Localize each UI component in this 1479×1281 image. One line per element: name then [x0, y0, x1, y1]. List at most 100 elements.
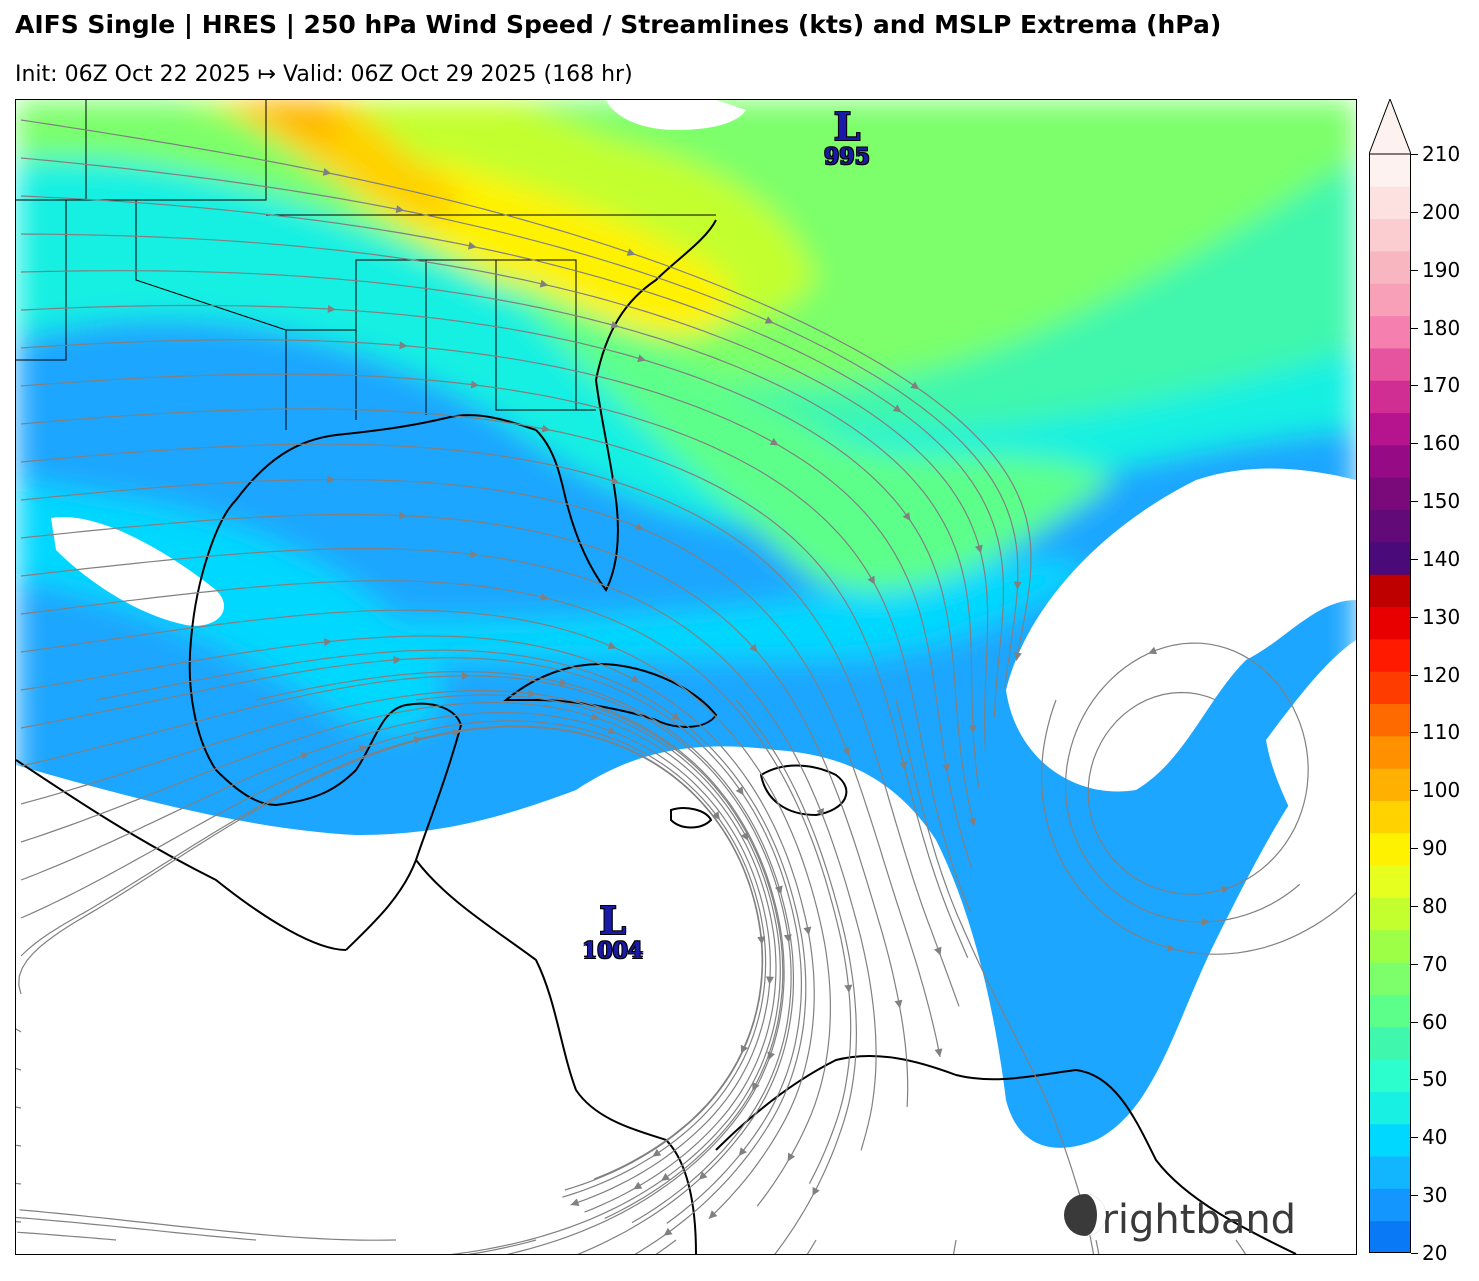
streamline-arrow	[398, 511, 407, 520]
streamline-arrow	[610, 476, 620, 485]
streamline-arrow	[910, 381, 920, 390]
map-canvas	[16, 100, 1356, 1254]
streamline	[16, 1144, 22, 1147]
colorbar-tick-label: 210	[1422, 142, 1461, 166]
streamline-arrow	[322, 168, 332, 176]
colorbar-tick	[1411, 790, 1418, 792]
streamline-arrow	[803, 926, 812, 936]
streamline-arrow	[942, 763, 950, 773]
streamline-arrow	[527, 689, 537, 698]
colorbar-tick	[1411, 269, 1418, 271]
low-pressure-value: 1004	[582, 938, 644, 964]
colorbar-tick	[1411, 385, 1418, 387]
colorbar-tick	[1411, 154, 1418, 155]
colorbar-segment	[1369, 1156, 1411, 1189]
low-letter: L	[833, 104, 861, 149]
colorbar-segment	[1369, 412, 1411, 446]
wind-speed-map[interactable]: L 995 L 1004 Brightband	[15, 99, 1357, 1255]
streamline-arrow	[607, 726, 617, 735]
colorbar-extend-arrow	[1369, 99, 1411, 155]
streamline-arrow	[671, 712, 681, 721]
streamline	[506, 699, 785, 1254]
streamline	[20, 609, 832, 1207]
colorbar-segment	[1369, 574, 1411, 608]
colorbar-tick	[1411, 1021, 1418, 1023]
streamline-arrow	[766, 976, 775, 985]
colorbar-tick-label: 150	[1422, 489, 1461, 514]
streamline	[20, 408, 969, 958]
streamline-arrow	[767, 1051, 775, 1061]
streamline-arrow	[467, 241, 477, 250]
streamline	[1235, 1239, 1247, 1254]
colorbar-tick-label: 170	[1422, 373, 1461, 398]
streamline	[20, 548, 877, 1151]
streamline-arrow	[740, 1044, 749, 1054]
colorbar-tick	[1411, 211, 1418, 213]
colorbar-frame	[1369, 153, 1411, 1253]
colorbar-tick	[1411, 558, 1418, 560]
streamline-arrow	[812, 1186, 820, 1196]
streamline	[20, 443, 960, 1007]
colorbar-segment	[1369, 509, 1411, 543]
colorbar-segment	[1369, 897, 1411, 931]
streamline-arrow	[757, 936, 766, 945]
streamline-arrow	[708, 1210, 718, 1219]
streamline	[20, 711, 771, 1206]
colorbar-segment	[1369, 250, 1411, 284]
colorbar-tick	[1411, 674, 1418, 676]
streamline	[16, 1106, 22, 1109]
colorbar-segment	[1369, 218, 1411, 252]
colorbar-tick-label: 160	[1422, 431, 1461, 456]
streamline-arrow	[1220, 885, 1230, 894]
colorbar-tick-label: 110	[1422, 720, 1461, 745]
streamline	[20, 725, 764, 1191]
streamline-arrow	[1201, 917, 1210, 926]
streamline-arrow	[711, 811, 720, 821]
colorbar-tick-label: 80	[1422, 893, 1448, 918]
streamline-arrow	[892, 404, 902, 413]
streamline-arrow	[816, 808, 824, 817]
colorbar-segment	[1369, 962, 1411, 995]
streamline-arrow	[764, 316, 774, 324]
colorbar-tick	[1411, 1079, 1418, 1081]
streamline	[20, 513, 909, 1107]
streamline	[895, 699, 1095, 1254]
streamline-arrow	[637, 354, 646, 363]
streamline	[20, 270, 980, 788]
streamline	[20, 373, 972, 913]
streamline	[18, 726, 763, 1180]
streamline-arrow	[300, 752, 310, 760]
streamline	[735, 699, 858, 1254]
streamline-arrow	[327, 475, 336, 484]
colorbar-tick-label: 20	[1422, 1241, 1448, 1265]
colorbar-segment	[1369, 444, 1411, 478]
streamline-arrow	[452, 728, 461, 737]
streamline-arrow	[610, 320, 620, 329]
colorbar-tick-label: 90	[1422, 836, 1448, 861]
colorbar-tick-label: 120	[1422, 662, 1461, 687]
colorbar-segment	[1369, 477, 1411, 511]
streamline-arrow	[539, 279, 549, 288]
streamline-arrow	[902, 512, 911, 521]
colorbar-tick-label: 140	[1422, 546, 1461, 571]
colorbar-tick-label: 190	[1422, 257, 1461, 282]
streamline	[16, 1216, 257, 1241]
streamline	[16, 1028, 22, 1033]
streamline-arrow	[968, 817, 977, 827]
brightband-logo-icon	[1064, 1194, 1106, 1236]
colorbar-segment	[1369, 929, 1411, 963]
streamline-arrow	[663, 1227, 673, 1236]
streamline-arrow	[899, 761, 908, 771]
colorbar-segment	[1369, 1220, 1411, 1253]
colorbar-segment	[1369, 1123, 1411, 1157]
streamline	[20, 304, 975, 827]
streamline	[16, 1067, 22, 1071]
page-subtitle: Init: 06Z Oct 22 2025 ↦ Valid: 06Z Oct 2…	[15, 62, 633, 87]
streamline-arrow	[783, 934, 792, 943]
streamline	[20, 657, 803, 1224]
streamline	[20, 675, 792, 1224]
streamline	[17, 1231, 117, 1241]
streamline-arrow	[570, 1198, 580, 1207]
streamline	[1095, 1239, 1100, 1254]
streamline-arrow	[774, 885, 783, 895]
